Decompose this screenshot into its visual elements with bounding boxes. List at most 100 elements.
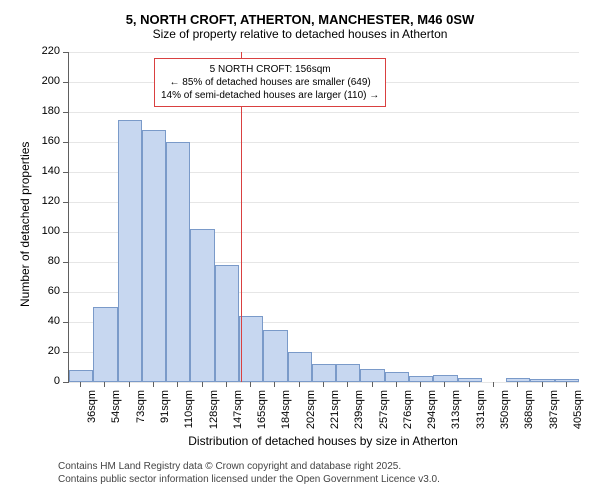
histogram-bar xyxy=(166,142,190,382)
x-tick-label: 331sqm xyxy=(475,390,487,440)
x-tick-label: 368sqm xyxy=(523,390,535,440)
gridline xyxy=(69,382,579,383)
x-tick-label: 184sqm xyxy=(280,390,292,440)
histogram-bar xyxy=(385,372,409,383)
y-tick xyxy=(63,172,68,173)
title-block: 5, NORTH CROFT, ATHERTON, MANCHESTER, M4… xyxy=(0,12,600,41)
gridline xyxy=(69,52,579,53)
x-tick-label: 54sqm xyxy=(110,390,122,440)
x-tick-label: 276sqm xyxy=(402,390,414,440)
histogram-bar xyxy=(336,364,360,382)
y-tick-label: 220 xyxy=(32,45,60,57)
y-tick-label: 120 xyxy=(32,195,60,207)
y-tick-label: 180 xyxy=(32,105,60,117)
y-tick-label: 200 xyxy=(32,75,60,87)
histogram-bar xyxy=(530,379,554,382)
x-tick xyxy=(202,382,203,387)
title-line1: 5, NORTH CROFT, ATHERTON, MANCHESTER, M4… xyxy=(0,12,600,27)
x-tick-label: 405sqm xyxy=(572,390,584,440)
y-tick-label: 60 xyxy=(32,285,60,297)
annotation-line1: 5 NORTH CROFT: 156sqm xyxy=(161,63,379,76)
histogram-bar xyxy=(69,370,93,382)
y-tick-label: 0 xyxy=(32,375,60,387)
histogram-chart: 5, NORTH CROFT, ATHERTON, MANCHESTER, M4… xyxy=(0,0,600,500)
y-tick-label: 40 xyxy=(32,315,60,327)
x-tick-label: 128sqm xyxy=(208,390,220,440)
x-tick xyxy=(250,382,251,387)
y-tick xyxy=(63,202,68,203)
histogram-bar xyxy=(288,352,312,382)
histogram-bar xyxy=(239,316,263,382)
x-tick-label: 257sqm xyxy=(378,390,390,440)
x-tick xyxy=(347,382,348,387)
x-tick xyxy=(129,382,130,387)
histogram-bar xyxy=(118,120,142,383)
x-tick xyxy=(517,382,518,387)
x-tick-label: 110sqm xyxy=(183,390,195,440)
x-tick xyxy=(493,382,494,387)
x-tick xyxy=(226,382,227,387)
histogram-bar xyxy=(506,378,530,383)
x-tick xyxy=(566,382,567,387)
y-tick xyxy=(63,82,68,83)
y-tick xyxy=(63,112,68,113)
x-tick xyxy=(323,382,324,387)
x-tick-label: 165sqm xyxy=(256,390,268,440)
histogram-bar xyxy=(360,369,384,383)
histogram-bar xyxy=(312,364,336,382)
x-tick xyxy=(420,382,421,387)
x-tick xyxy=(299,382,300,387)
histogram-bar xyxy=(555,379,579,382)
y-tick-label: 140 xyxy=(32,165,60,177)
y-tick-label: 160 xyxy=(32,135,60,147)
x-tick-label: 313sqm xyxy=(450,390,462,440)
histogram-bar xyxy=(215,265,239,382)
y-tick xyxy=(63,142,68,143)
x-tick-label: 387sqm xyxy=(548,390,560,440)
x-tick xyxy=(177,382,178,387)
x-tick xyxy=(396,382,397,387)
histogram-bar xyxy=(458,378,482,383)
y-axis-label: Number of detached properties xyxy=(18,142,32,307)
title-line2: Size of property relative to detached ho… xyxy=(0,27,600,41)
x-tick xyxy=(444,382,445,387)
marker-annotation: 5 NORTH CROFT: 156sqm ← 85% of detached … xyxy=(154,58,386,107)
x-tick xyxy=(469,382,470,387)
x-tick xyxy=(274,382,275,387)
histogram-bar xyxy=(142,130,166,382)
y-tick xyxy=(63,382,68,383)
histogram-bar xyxy=(263,330,287,383)
y-tick-label: 80 xyxy=(32,255,60,267)
footer-attribution: Contains HM Land Registry data © Crown c… xyxy=(58,460,440,486)
histogram-bar xyxy=(433,375,457,383)
y-tick xyxy=(63,232,68,233)
x-tick xyxy=(372,382,373,387)
x-tick-label: 294sqm xyxy=(426,390,438,440)
x-tick xyxy=(104,382,105,387)
y-tick xyxy=(63,262,68,263)
x-tick xyxy=(80,382,81,387)
footer-line2: Contains public sector information licen… xyxy=(58,473,440,486)
y-tick xyxy=(63,52,68,53)
annotation-line3: 14% of semi-detached houses are larger (… xyxy=(161,89,379,102)
x-tick xyxy=(542,382,543,387)
footer-line1: Contains HM Land Registry data © Crown c… xyxy=(58,460,440,473)
y-tick-label: 20 xyxy=(32,345,60,357)
x-tick xyxy=(153,382,154,387)
x-tick-label: 350sqm xyxy=(499,390,511,440)
y-tick xyxy=(63,352,68,353)
x-tick-label: 202sqm xyxy=(305,390,317,440)
histogram-bar xyxy=(93,307,117,382)
histogram-bar xyxy=(409,376,433,382)
y-tick-label: 100 xyxy=(32,225,60,237)
x-tick-label: 147sqm xyxy=(232,390,244,440)
x-tick-label: 239sqm xyxy=(353,390,365,440)
y-tick xyxy=(63,322,68,323)
x-tick-label: 221sqm xyxy=(329,390,341,440)
x-tick-label: 91sqm xyxy=(159,390,171,440)
histogram-bar xyxy=(190,229,214,382)
x-tick-label: 73sqm xyxy=(135,390,147,440)
y-tick xyxy=(63,292,68,293)
x-tick-label: 36sqm xyxy=(86,390,98,440)
gridline xyxy=(69,112,579,113)
